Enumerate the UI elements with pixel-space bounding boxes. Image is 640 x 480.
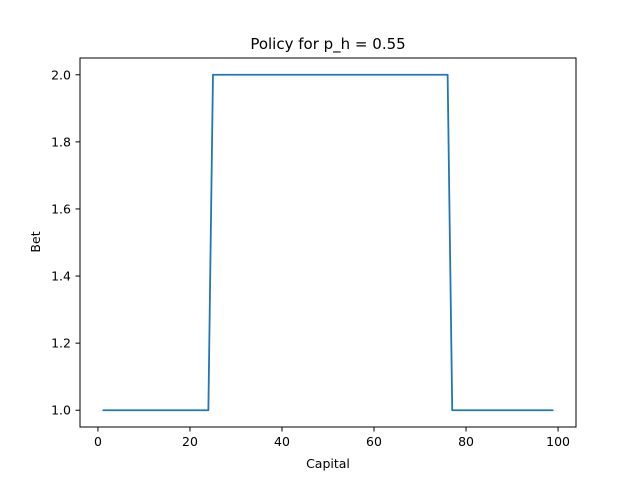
x-axis-label: Capital xyxy=(306,456,350,471)
x-tick-label: 20 xyxy=(182,434,198,449)
y-tick-label: 1.6 xyxy=(51,201,71,216)
y-tick-label: 1.2 xyxy=(51,336,71,351)
x-axis: 0 20 40 60 80 100 xyxy=(94,427,570,449)
x-tick-label: 40 xyxy=(274,434,290,449)
y-tick-label: 1.8 xyxy=(51,134,71,149)
x-tick-label: 80 xyxy=(458,434,474,449)
y-tick-label: 1.0 xyxy=(51,403,71,418)
series-line-0 xyxy=(102,73,554,412)
chart-title: Policy for p_h = 0.55 xyxy=(250,35,405,54)
x-tick-label: 100 xyxy=(546,434,570,449)
y-tick-label: 1.4 xyxy=(51,269,71,284)
axes-frame xyxy=(79,57,577,428)
x-tick-label: 0 xyxy=(94,434,102,449)
y-axis: 1.0 1.2 1.4 1.6 1.8 2.0 xyxy=(51,67,80,418)
y-axis-label: Bet xyxy=(28,231,43,252)
plot-area xyxy=(102,73,554,412)
x-tick-label: 60 xyxy=(366,434,382,449)
y-tick-label: 2.0 xyxy=(51,67,71,82)
